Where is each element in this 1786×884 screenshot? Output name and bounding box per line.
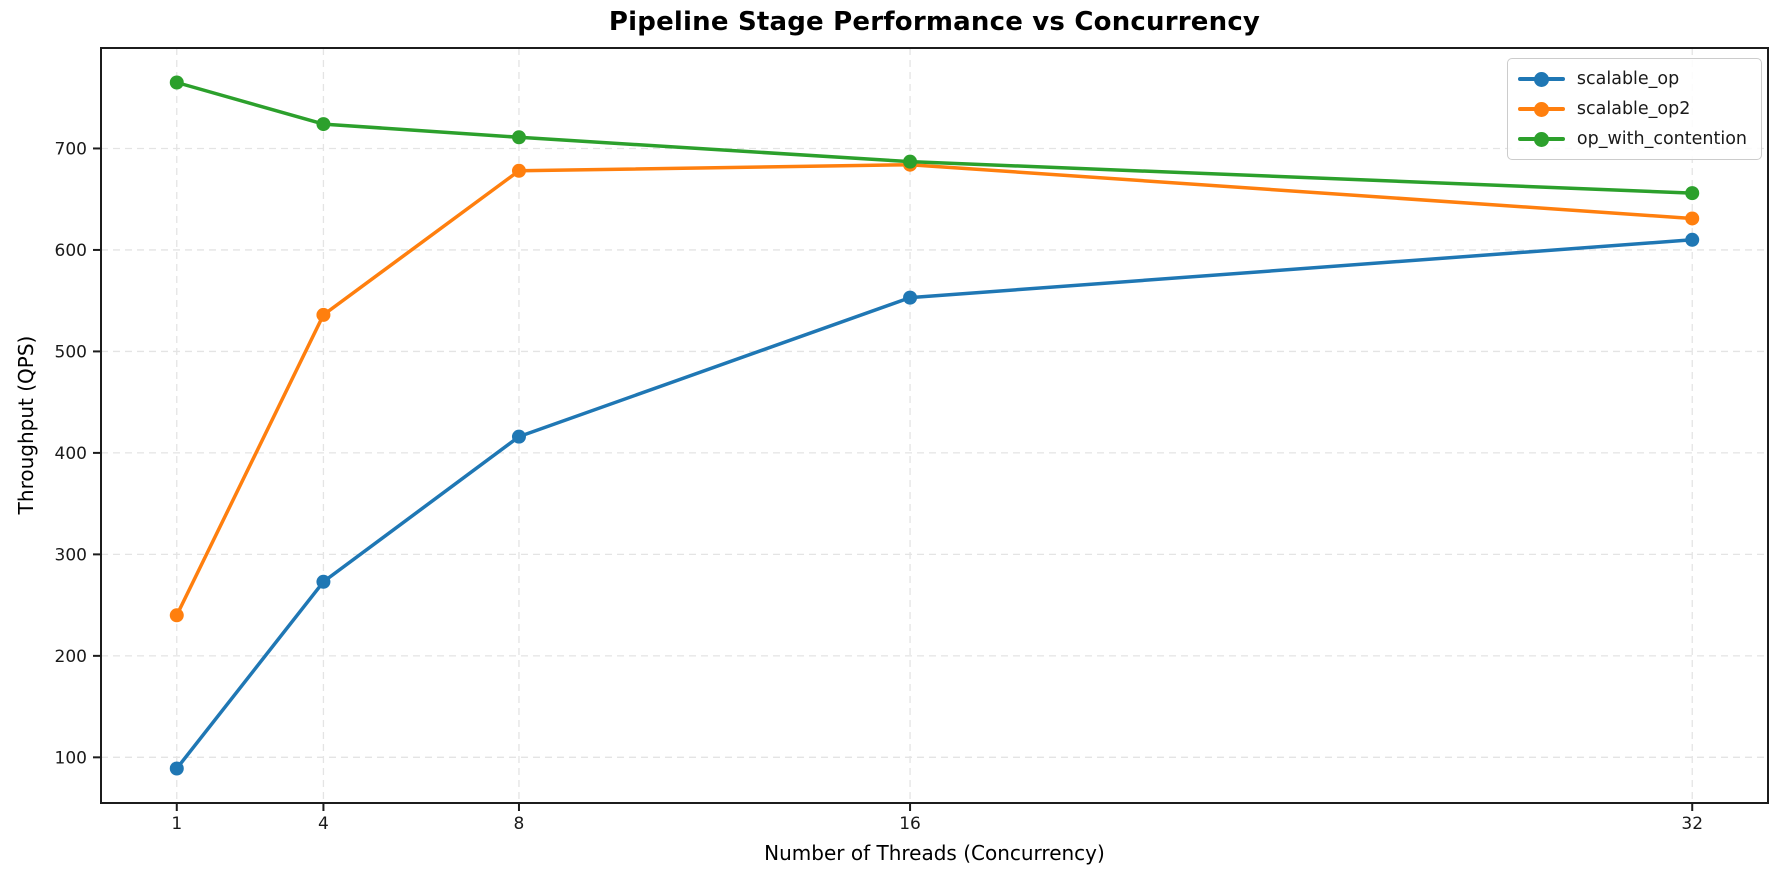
series-line-scalable_op2: [175, 162, 1694, 618]
data-point-op_with_contention: [316, 117, 331, 132]
data-point-scalable_op: [511, 429, 526, 444]
x-tick-label: 32: [1681, 814, 1703, 834]
series-line-op_with_contention: [175, 80, 1694, 195]
legend-item-label: scalable_op2: [1576, 99, 1691, 119]
data-point-scalable_op2: [169, 608, 184, 623]
y-tick-label: 600: [55, 241, 87, 261]
legend-marker-icon: [1517, 101, 1565, 117]
data-point-scalable_op: [903, 290, 918, 305]
legend-marker-icon: [1517, 131, 1565, 147]
data-point-scalable_op2: [511, 163, 526, 178]
legend-marker-icon: [1517, 71, 1565, 87]
data-point-scalable_op: [1685, 232, 1700, 247]
series-line-scalable_op: [175, 238, 1694, 771]
legend-item: scalable_op: [1517, 69, 1747, 89]
x-tick-label: 8: [514, 814, 525, 834]
y-tick-label: 400: [55, 444, 87, 464]
data-point-scalable_op2: [316, 307, 331, 322]
x-axis-label: Number of Threads (Concurrency): [764, 841, 1105, 865]
data-point-op_with_contention: [903, 154, 918, 169]
data-point-op_with_contention: [1685, 186, 1700, 201]
data-point-op_with_contention: [511, 130, 526, 145]
data-point-scalable_op2: [1685, 211, 1700, 226]
y-axis-label: Throughput (QPS): [14, 335, 38, 515]
y-tick-label: 300: [55, 545, 87, 565]
data-point-op_with_contention: [169, 75, 184, 90]
legend: scalable_op scalable_op2 op_with_contentio…: [1506, 58, 1762, 160]
y-tick-label: 200: [55, 647, 87, 667]
y-tick-label: 700: [55, 139, 87, 159]
legend-item-label: op_with_contention: [1576, 129, 1747, 149]
y-tick-label: 100: [55, 748, 87, 768]
y-tick-label: 500: [55, 342, 87, 362]
legend-item-label: scalable_op: [1576, 69, 1680, 89]
data-point-scalable_op: [169, 761, 184, 776]
legend-item: op_with_contention: [1517, 129, 1747, 149]
legend-item: scalable_op2: [1517, 99, 1747, 119]
x-tick-label: 4: [318, 814, 329, 834]
axes-spines: [100, 47, 1769, 804]
x-tick-label: 16: [899, 814, 921, 834]
chart-title: Pipeline Stage Performance vs Concurrenc…: [608, 7, 1261, 37]
x-tick-label: 1: [171, 814, 182, 834]
data-point-scalable_op: [316, 574, 331, 589]
